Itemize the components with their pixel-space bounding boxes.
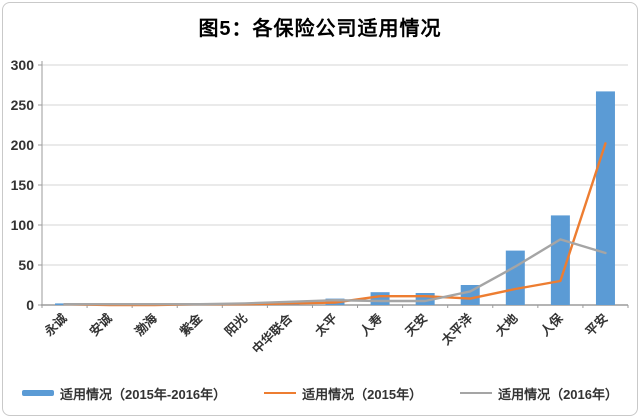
x-category-label: 紫金 — [177, 310, 206, 339]
chart-legend: 适用情况（2015年-2016年） 适用情况（2015年） 适用情况（2016年… — [0, 381, 640, 405]
legend-bar-swatch-icon — [21, 390, 54, 396]
y-tick-label: 200 — [11, 137, 35, 153]
legend-line-swatch-icon — [264, 392, 297, 394]
x-category-label: 人寿 — [357, 310, 386, 339]
x-category-label: 安诚 — [86, 310, 115, 339]
x-category-label: 平安 — [582, 311, 610, 339]
y-tick-label: 150 — [11, 177, 35, 193]
legend-item-2015: 适用情况（2015年） — [264, 384, 422, 403]
legend-label: 适用情况（2015年） — [302, 386, 423, 402]
line-series-1 — [63, 238, 607, 306]
x-category-label: 大地 — [492, 310, 521, 339]
legend-label: 适用情况（2016年） — [498, 386, 618, 402]
chart-plot: 0 50 100 150 200 250 300 永诚 安诚 渤海 紫金 阳光 中华联合 太平 人寿 天安 太平… — [11, 57, 629, 356]
chart-title: 图5：各保险公司适用情况 — [198, 18, 442, 40]
y-tick-label: 300 — [11, 57, 35, 73]
y-tick-label: 250 — [11, 97, 35, 113]
bar — [595, 91, 615, 306]
legend-item-2016: 适用情况（2016年） — [460, 384, 618, 403]
bar — [505, 250, 525, 305]
x-category-label: 永诚 — [41, 310, 70, 339]
x-category-label: 渤海 — [132, 310, 161, 339]
y-tick-label: 0 — [26, 297, 34, 313]
x-category-label: 中华联合 — [249, 310, 295, 356]
y-tick-label: 100 — [11, 217, 35, 233]
x-category-label: 天安 — [402, 311, 430, 339]
x-category-label: 阳光 — [222, 310, 251, 339]
legend-label: 适用情况（2015年-2016年） — [59, 386, 227, 402]
legend-item-total: 适用情况（2015年-2016年） — [21, 384, 227, 403]
x-category-label: 太平 — [312, 310, 341, 339]
legend-line-swatch-icon — [460, 392, 493, 394]
bar — [370, 292, 390, 305]
x-category-label: 人保 — [537, 310, 566, 339]
y-tick-label: 50 — [18, 257, 34, 273]
x-category-label: 太平洋 — [438, 310, 475, 347]
